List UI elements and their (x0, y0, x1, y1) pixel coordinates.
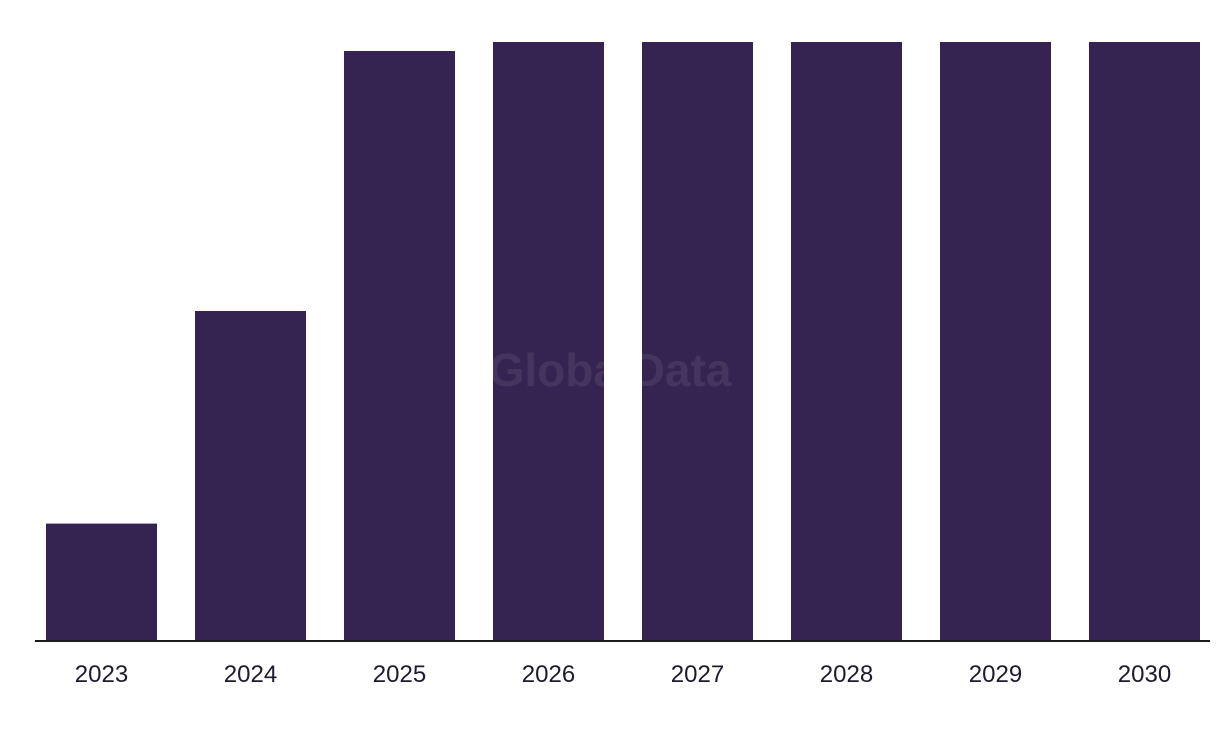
bar-2030 (1089, 42, 1200, 641)
bar-2025 (344, 51, 455, 641)
x-tick-label-2026: 2026 (522, 661, 575, 688)
bar-2024 (195, 311, 306, 641)
x-tick-label-2027: 2027 (671, 661, 724, 688)
bars-group (46, 42, 1200, 641)
x-tick-labels: 2023 2024 2025 2026 2027 2028 2029 2030 (75, 661, 1171, 688)
x-tick-label-2023: 2023 (75, 661, 128, 688)
x-tick-label-2030: 2030 (1118, 661, 1171, 688)
watermark-logo: GlobalData (489, 344, 732, 396)
x-tick-label-2028: 2028 (820, 661, 873, 688)
x-tick-label-2029: 2029 (969, 661, 1022, 688)
x-tick-label-2024: 2024 (224, 661, 277, 688)
bar-2027 (642, 42, 753, 641)
bar-2023 (46, 523, 157, 641)
bar-2029 (940, 42, 1051, 641)
bar-2028 (791, 42, 902, 641)
x-tick-label-2025: 2025 (373, 661, 426, 688)
bar-2026 (493, 42, 604, 641)
